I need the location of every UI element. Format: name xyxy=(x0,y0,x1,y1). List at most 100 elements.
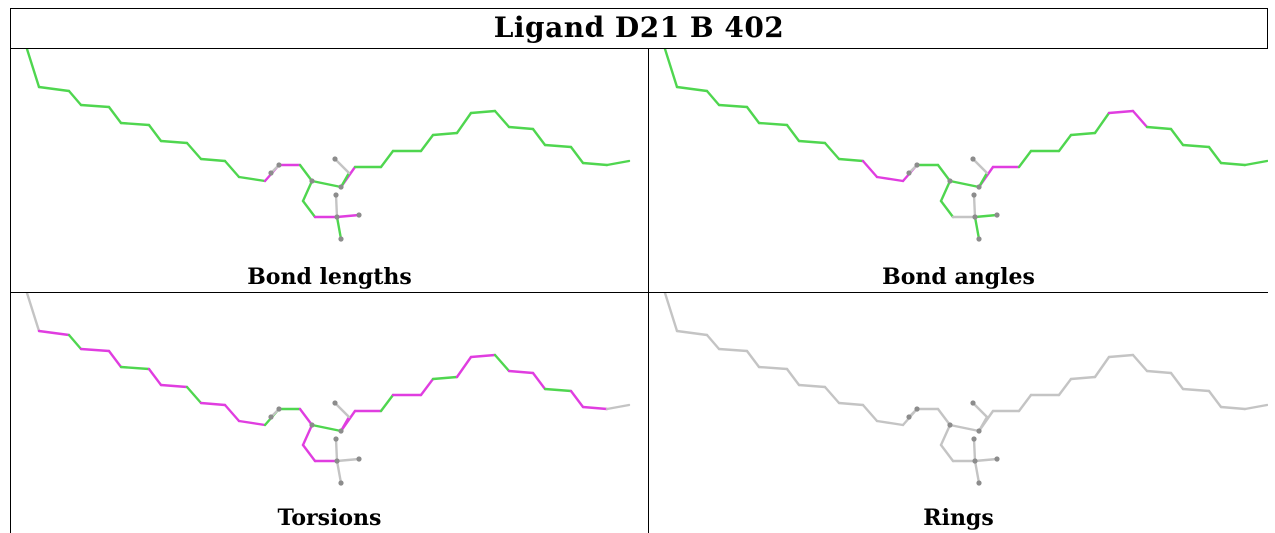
bond-m10 xyxy=(223,403,241,423)
bond-m20 xyxy=(419,377,435,397)
bond-m30 xyxy=(1243,403,1268,411)
bond-m4 xyxy=(107,349,123,369)
bond-m26 xyxy=(531,127,547,147)
atom-1 xyxy=(906,414,912,420)
bond-m11 xyxy=(875,175,905,183)
bond-b0 xyxy=(977,171,989,189)
bond-t0 xyxy=(335,457,361,463)
molecule-torsions xyxy=(25,293,631,486)
bond-t2 xyxy=(335,215,343,241)
bond-t2 xyxy=(335,459,343,485)
atom-1 xyxy=(906,170,912,176)
bond-a1 xyxy=(301,199,317,219)
bond-a0 xyxy=(301,179,314,203)
bond-m9 xyxy=(199,401,227,407)
atom-1 xyxy=(268,414,274,420)
bond-a1 xyxy=(939,199,955,219)
bond-m27 xyxy=(1181,387,1211,393)
atom-8 xyxy=(976,428,982,434)
bond-t0 xyxy=(973,457,999,463)
atom-6 xyxy=(309,178,315,184)
bond-t1 xyxy=(972,437,977,463)
bond-m1 xyxy=(37,329,71,337)
bond-m27 xyxy=(1181,143,1211,149)
atom-2 xyxy=(972,214,978,220)
bond-t0 xyxy=(973,213,999,219)
molecule-rings xyxy=(663,293,1268,486)
molecule-bond-lengths xyxy=(25,49,631,242)
atom-3 xyxy=(356,456,362,462)
atom-1 xyxy=(268,170,274,176)
bond-m25 xyxy=(507,369,535,375)
bond-m7 xyxy=(159,383,189,389)
panel-bond-angles: Bond angles xyxy=(649,49,1268,292)
bond-m14 xyxy=(298,407,314,427)
bond-m29 xyxy=(1219,405,1247,411)
bond-m29 xyxy=(1219,161,1247,167)
bond-m3 xyxy=(79,347,111,353)
bond-m5 xyxy=(119,121,151,127)
bond-m14 xyxy=(298,163,314,183)
bond-m25 xyxy=(507,125,535,131)
atom-5 xyxy=(976,236,982,242)
bond-m27 xyxy=(543,387,573,393)
atom-3 xyxy=(994,456,1000,462)
bond-m24 xyxy=(493,353,511,373)
atom-0 xyxy=(970,156,976,162)
bond-m20 xyxy=(1057,377,1073,397)
bond-m20 xyxy=(419,133,435,153)
bond-m11 xyxy=(875,419,905,427)
atom-6 xyxy=(947,178,953,184)
bond-m22 xyxy=(455,111,473,135)
ligand-title: Ligand D21 B 402 xyxy=(493,11,785,44)
bond-m29 xyxy=(581,161,609,167)
bond-m9 xyxy=(837,401,865,407)
atom-0 xyxy=(332,400,338,406)
bond-m24 xyxy=(1131,109,1149,129)
bond-m21 xyxy=(1069,131,1097,137)
bond-b1 xyxy=(333,157,351,175)
bond-m9 xyxy=(837,157,865,163)
molecule-bond-angles xyxy=(663,49,1268,242)
bond-m4 xyxy=(107,105,123,125)
bond-m1 xyxy=(675,329,709,337)
bond-m26 xyxy=(1169,127,1185,147)
bond-m8 xyxy=(185,385,203,405)
bond-m7 xyxy=(159,139,189,145)
bond-m18 xyxy=(379,149,395,169)
table-border-top xyxy=(10,8,1268,9)
bond-m2 xyxy=(67,89,83,107)
atom-3 xyxy=(356,212,362,218)
bond-m21 xyxy=(431,375,459,381)
bond-a1 xyxy=(939,443,955,463)
atom-2 xyxy=(334,458,340,464)
panel-torsions: Torsions xyxy=(11,293,648,533)
bond-m29 xyxy=(581,405,609,411)
bond-m2 xyxy=(705,333,721,351)
bond-m10 xyxy=(861,403,879,423)
caption-bond-lengths: Bond lengths xyxy=(247,264,412,290)
bond-m25 xyxy=(1145,125,1173,131)
column-divider xyxy=(648,48,649,533)
bond-m11 xyxy=(237,175,267,183)
bond-m3 xyxy=(717,347,749,353)
atom-7 xyxy=(276,406,282,412)
bond-m9 xyxy=(199,157,227,163)
bond-b0 xyxy=(339,171,351,189)
bond-m22 xyxy=(1093,355,1111,379)
bond-m3 xyxy=(79,103,111,109)
bond-m5 xyxy=(119,365,151,371)
atom-7 xyxy=(276,162,282,168)
bond-m23 xyxy=(469,353,497,359)
bond-m8 xyxy=(185,141,203,161)
bond-m14 xyxy=(936,407,952,427)
bond-b1 xyxy=(333,401,351,419)
bond-m30 xyxy=(1243,159,1268,167)
bond-m5 xyxy=(757,121,789,127)
bond-t2 xyxy=(973,459,981,485)
bond-m20 xyxy=(1057,133,1073,153)
table-border-left xyxy=(10,8,11,533)
bond-m7 xyxy=(797,139,827,145)
panel-bond-lengths: Bond lengths xyxy=(11,49,648,292)
panel-rings: Rings xyxy=(649,293,1268,533)
